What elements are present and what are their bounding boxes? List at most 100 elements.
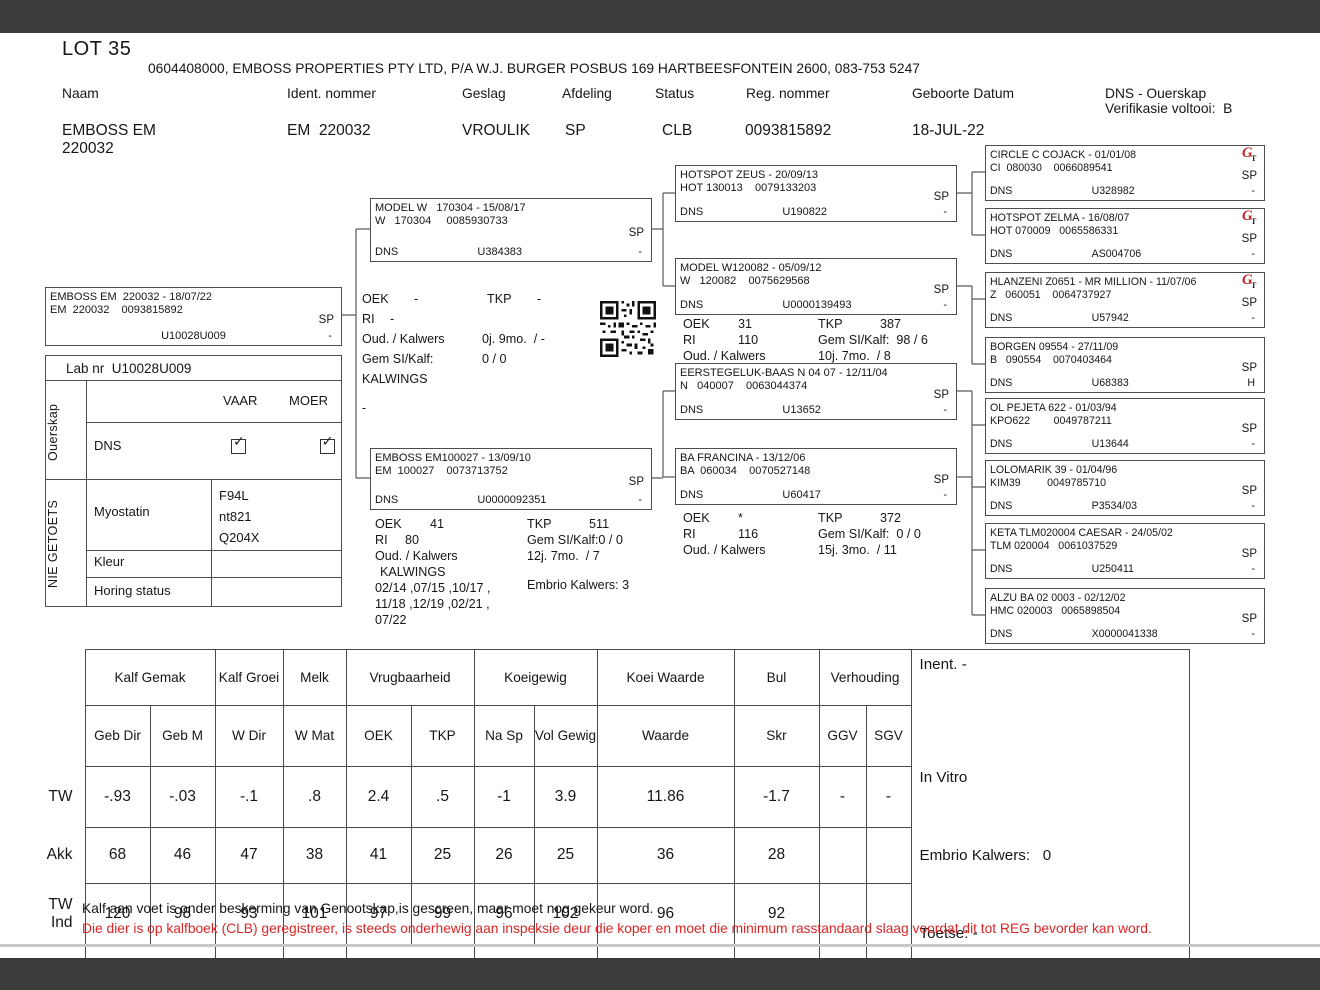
cell	[865, 882, 912, 945]
pedigree-box-sire-dam: MODEL W120082 - 05/09/12 W 120082 007562…	[675, 258, 957, 315]
col-w-mat: W Mat	[282, 704, 347, 767]
sire-dam-stats-right: TKP 387 Gem SI/Kalf: 98 / 6 10j. 7mo. / 8	[818, 316, 968, 364]
sp-flag: SP	[1241, 485, 1257, 498]
oek-value: 31	[738, 317, 753, 331]
dns-label: DNS	[990, 312, 1013, 324]
group-melk: Melk	[282, 649, 347, 706]
ri-value: 116	[738, 527, 759, 541]
dns-label: DNS	[990, 628, 1013, 640]
cell: 28	[733, 826, 820, 884]
animal-ident: BA 060034 0070527148	[680, 465, 811, 477]
myostatin-value: F94L	[219, 488, 249, 503]
cell: 120	[84, 882, 151, 945]
cell: -.1	[214, 765, 284, 828]
animal-name: MODEL W 170304 - 15/08/17	[375, 202, 526, 214]
sp-flag: SP	[318, 313, 334, 326]
col-label-geslag: Geslag	[462, 86, 506, 101]
dns-number: U68383	[1091, 377, 1129, 389]
side-panel: Inent. - In Vitro Embrio Kalwers: 0 Toet…	[910, 649, 1190, 990]
status-dash: -	[1251, 312, 1255, 324]
ri-label: RI	[375, 533, 388, 547]
animal-name: KETA TLM020004 CAESAR - 24/05/02	[990, 527, 1173, 539]
col-label-status: Status	[655, 86, 695, 101]
pedigree-box-animal: EMBOSS EM 220032 - 18/07/22 EM 220032 00…	[45, 287, 342, 346]
col-ggv: GGV	[818, 704, 867, 767]
animal-name: OL PEJETA 622 - 01/03/94	[990, 402, 1117, 414]
animal-name: ALZU BA 02 0003 - 02/12/02	[990, 592, 1126, 604]
dns-number: U13644	[1091, 438, 1129, 450]
animal-name: BORGEN 09554 - 27/11/09	[990, 341, 1119, 353]
sp-flag: SP	[933, 388, 949, 401]
animal-name: EMBOSS EM 220032 - 18/07/22	[50, 291, 213, 303]
animal-ident: W 120082 0075629568	[680, 275, 810, 287]
oud-kalwers-label: Oud. / Kalwers	[683, 543, 766, 557]
cell: 26	[473, 826, 535, 884]
pedigree-box-gen3-1: CIRCLE C COJACK - 01/01/08 CI 080030 006…	[985, 145, 1265, 201]
dns-number: U328982	[1091, 185, 1135, 197]
dns-number: U250411	[1091, 563, 1134, 575]
group-bul: Bul	[733, 649, 820, 706]
group-verhouding: Verhouding	[818, 649, 912, 706]
cell: -.03	[149, 765, 216, 828]
sp-flag: SP	[933, 283, 949, 296]
animal-name: EMBOSS EM100027 - 13/09/10	[375, 452, 531, 464]
sp-flag: SP	[933, 190, 949, 203]
pedigree-box-gen3-3: HLANZENI Z0651 - MR MILLION - 11/07/06 Z…	[985, 272, 1265, 328]
in-vitro-note: In Vitro	[919, 769, 968, 786]
tkp-label: TKP	[818, 511, 843, 525]
vaar-label: VAAR	[223, 393, 258, 408]
sp-flag: SP	[1241, 613, 1257, 626]
dns-number: U190822	[782, 206, 828, 218]
animal-ident: EM 220032 0093815892	[50, 304, 183, 316]
sp-flag: SP	[1241, 233, 1257, 246]
sp-flag: SP	[1241, 423, 1257, 436]
oud-kalwers-label: Oud. / Kalwers	[375, 549, 458, 563]
cell: -1	[473, 765, 535, 828]
animal-ident: B 090554 0070403464	[990, 354, 1112, 366]
ouerskap-label: Ouerskap	[46, 403, 60, 462]
akk-row: Akk 68 46 47 38 41 25 26 25 36 28	[30, 826, 1189, 884]
embrio-kalwers-note: Embrio Kalwers: 0	[919, 847, 1052, 864]
col-label-reg: Reg. nommer	[746, 86, 830, 101]
animal-ident: EM 100027 0073713752	[375, 465, 508, 477]
animal-ident: W 170304 0085930733	[375, 215, 508, 227]
value-ident: EM 220032	[287, 122, 371, 139]
myostatin-row: Myostatin F94L nt821 Q204X	[86, 480, 341, 551]
dns-number: U384383	[477, 246, 523, 258]
lot-number: LOT 35	[62, 38, 132, 60]
tkp-value: 387	[880, 317, 902, 331]
dns-label: DNS	[680, 404, 704, 416]
status-horned: H	[1247, 377, 1255, 389]
kalwings-dates: 02/14 ,07/15 ,10/17 , 11/18 ,12/19 ,02/2…	[375, 581, 491, 627]
status-dash: -	[1251, 628, 1255, 640]
cell: 46	[149, 826, 216, 884]
cell: 96	[596, 882, 735, 945]
status-dash: -	[1251, 438, 1255, 450]
gem-si-kalf-value: Gem SI/Kalf: 98 / 6	[818, 333, 928, 347]
cell: .5	[410, 765, 475, 828]
subheader-row: Geb Dir Geb M W Dir W Mat OEK TKP Na Sp …	[30, 704, 1189, 767]
moer-label: MOER	[289, 393, 328, 408]
group-koeigewig: Koeigewig	[473, 649, 598, 706]
cell: -1.7	[733, 765, 820, 828]
pedigree-box-gen3-5: OL PEJETA 622 - 01/03/94 KPO622 00497872…	[985, 398, 1265, 454]
sp-flag: SP	[628, 476, 644, 488]
vertical-label-column	[46, 381, 87, 606]
animal-name: CIRCLE C COJACK - 01/01/08	[990, 149, 1137, 161]
animal-name: HOTSPOT ZEUS - 20/09/13	[680, 169, 818, 181]
dns-number: U57942	[1091, 312, 1129, 324]
ri-label: RI	[362, 312, 375, 326]
footer-warning-red: Die dier is op kalfboek (CLB) geregistre…	[82, 921, 1152, 936]
cell: 92	[733, 882, 820, 945]
pedigree-box-sire-sire: HOTSPOT ZEUS - 20/09/13 HOT 130013 00791…	[675, 165, 957, 222]
gem-si-kalf-value: Gem SI/Kalf: 0 / 0	[818, 527, 921, 541]
ri-value: -	[390, 312, 395, 326]
pedigree-box-gen3-8: ALZU BA 02 0003 - 02/12/02 HMC 020003 00…	[985, 588, 1265, 644]
section-divider	[46, 479, 341, 480]
status-dash: -	[943, 404, 947, 416]
cell: 102	[533, 882, 598, 945]
animal-name: EERSTEGELUK-BAAS N 04 07 - 12/11/04	[680, 367, 888, 379]
myostatin-value: Q204X	[219, 530, 260, 545]
animal-ident: HOT 070009 0065586331	[990, 225, 1119, 237]
